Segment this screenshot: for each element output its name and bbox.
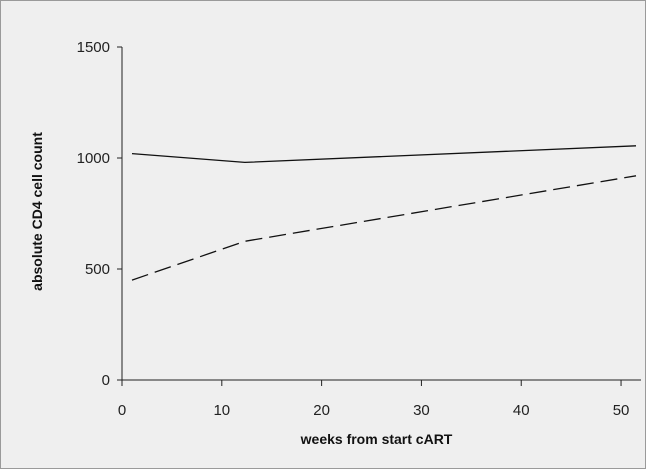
y-tick-label: 1000 — [77, 150, 110, 167]
y-tick-label: 0 — [102, 372, 110, 389]
x-tick-label: 40 — [513, 402, 530, 419]
dashed-series-line — [131, 175, 637, 281]
x-tick-label: 20 — [313, 402, 330, 419]
x-tick-label: 30 — [413, 402, 430, 419]
y-axis-title: absolute CD4 cell count — [29, 132, 45, 291]
x-axis-title: weeks from start cART — [300, 431, 453, 447]
x-axis: 0 10 20 30 40 50 — [118, 379, 641, 419]
x-tick-label: 50 — [613, 402, 630, 419]
x-tick-label: 0 — [118, 402, 126, 419]
x-tick-label: 10 — [213, 402, 230, 419]
solid-series-line — [131, 145, 637, 164]
y-tick-label: 1500 — [77, 39, 110, 56]
series-lines — [131, 145, 637, 281]
y-axis: 0 500 1000 1500 — [77, 39, 123, 389]
y-tick-label: 500 — [85, 261, 110, 278]
